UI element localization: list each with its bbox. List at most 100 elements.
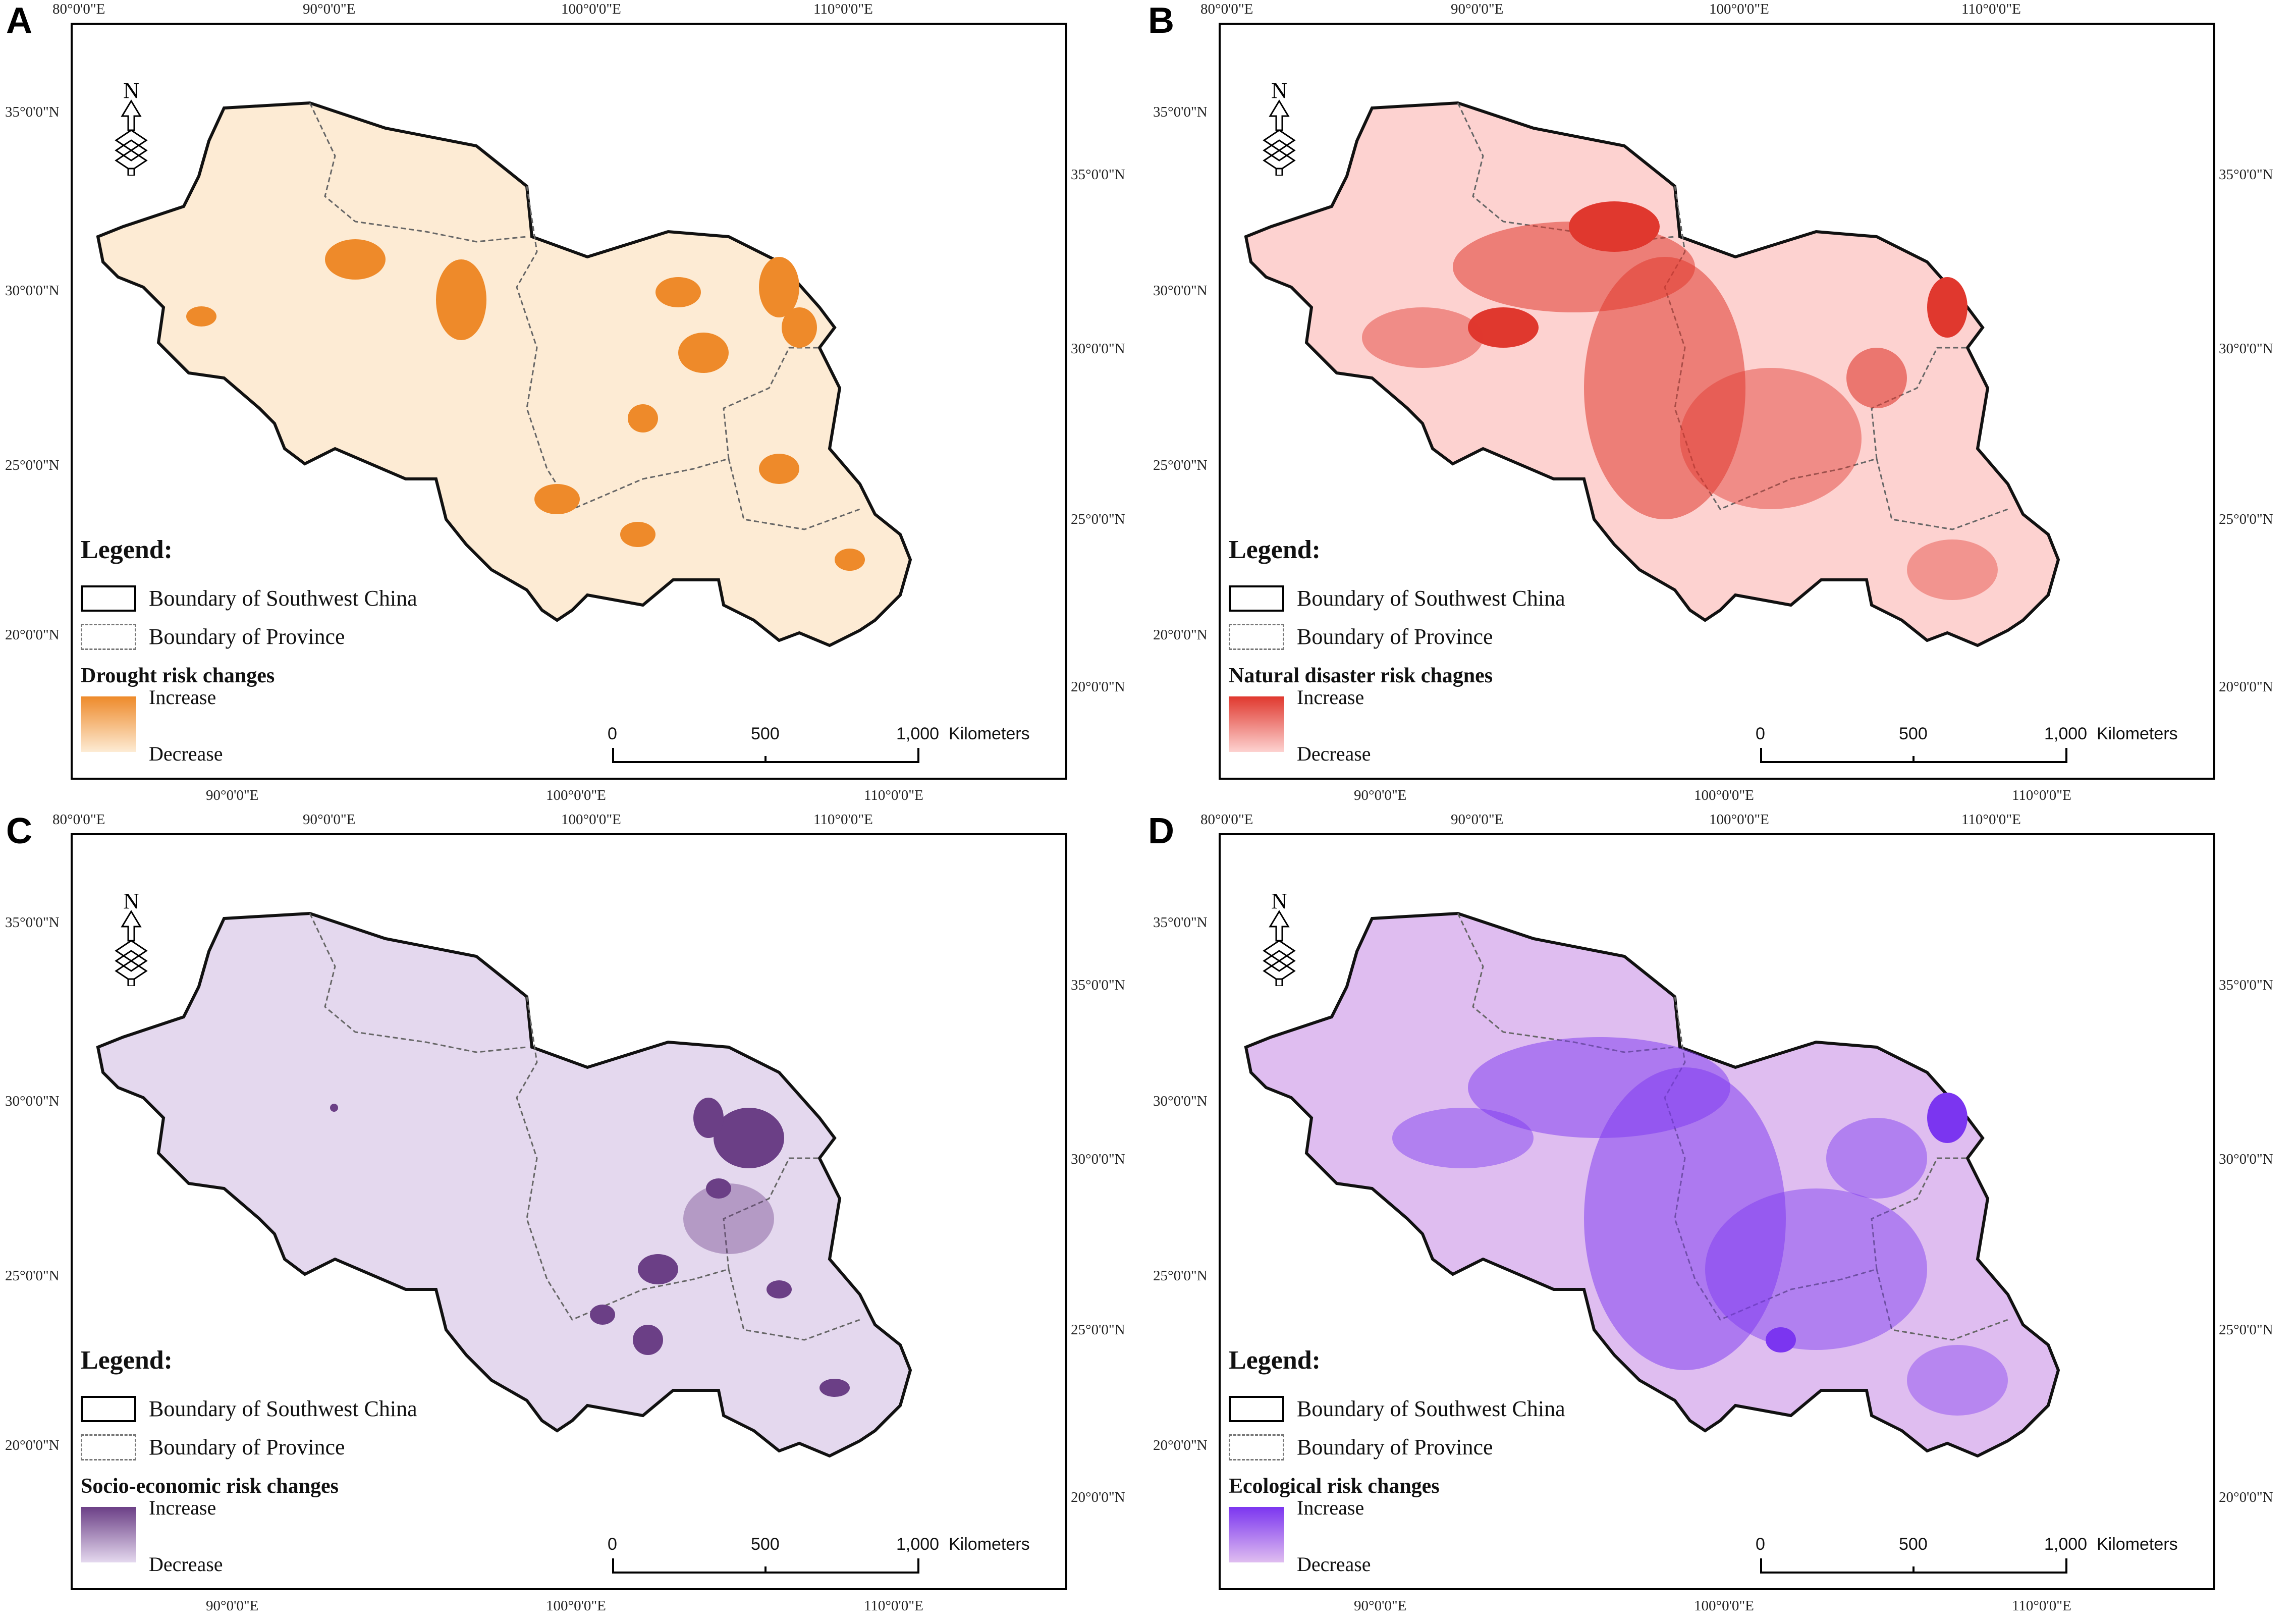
right-tick: 20°0'0"N: [2219, 1489, 2273, 1505]
bottom-tick: 100°0'0"E: [546, 1598, 606, 1614]
left-tick: 25°0'0"N: [1153, 457, 1208, 473]
legend-swatch-province-boundary: [81, 624, 136, 650]
top-tick: 110°0'0"E: [813, 1, 873, 17]
top-tick: 80°0'0"E: [52, 1, 105, 17]
right-tick: 35°0'0"N: [1071, 167, 1125, 183]
north-arrow-icon: N: [115, 890, 148, 986]
top-tick: 90°0'0"E: [303, 1, 356, 17]
ramp-label-decrease: Decrease: [149, 1553, 223, 1576]
scale-label-mid: 500: [751, 1535, 780, 1554]
legend-label-sw-boundary: Boundary of Southwest China: [149, 1396, 417, 1421]
left-tick: 30°0'0"N: [5, 283, 60, 299]
scale-label-unit: Kilometers: [2097, 724, 2178, 743]
top-tick: 80°0'0"E: [1200, 811, 1253, 828]
north-arrow-icon: N: [1263, 890, 1296, 986]
top-tick: 110°0'0"E: [1961, 811, 2021, 828]
left-tick: 30°0'0"N: [1153, 1093, 1208, 1109]
legend-swatch-sw-boundary: [1229, 585, 1284, 612]
legend-label-province-boundary: Boundary of Province: [149, 624, 345, 649]
top-tick: 90°0'0"E: [303, 811, 356, 828]
legend-title: Legend:: [1229, 1346, 1321, 1375]
left-tick: 35°0'0"N: [5, 104, 60, 120]
left-tick: 25°0'0"N: [5, 1268, 60, 1284]
southwest-china-region: [96, 911, 912, 1458]
top-tick: 80°0'0"E: [52, 811, 105, 828]
bottom-tick: 90°0'0"E: [1354, 1598, 1407, 1614]
province-boundary: [309, 102, 860, 530]
scale-label-zero: 0: [608, 1535, 617, 1554]
left-tick: 35°0'0"N: [5, 914, 60, 931]
scale-label-zero: 0: [1756, 1535, 1765, 1554]
ramp-label-increase: Increase: [1297, 686, 1364, 709]
top-tick: 100°0'0"E: [561, 811, 621, 828]
panel-letter: D: [1148, 811, 1174, 851]
ramp-title: Ecological risk changes: [1229, 1475, 1440, 1498]
legend-title: Legend:: [1229, 535, 1321, 564]
left-tick: 25°0'0"N: [5, 457, 60, 473]
north-arrow-icon: N: [1263, 80, 1296, 176]
top-tick: 100°0'0"E: [1709, 1, 1769, 17]
map-panel-c: C 80°0'0"E 90°0'0"E 100°0'0"E 110°0'0"E …: [0, 810, 1145, 1618]
panel-letter: A: [6, 1, 32, 41]
ramp-label-decrease: Decrease: [1297, 1553, 1371, 1576]
scale-bar: [1760, 1558, 2067, 1574]
svg-text:N: N: [1271, 890, 1287, 913]
top-tick: 110°0'0"E: [1961, 1, 2021, 17]
left-tick: 25°0'0"N: [1153, 1268, 1208, 1284]
bottom-tick: 100°0'0"E: [1694, 787, 1754, 803]
scale-label-end: 1,000: [896, 724, 940, 743]
legend-swatch-province-boundary: [1229, 624, 1284, 650]
map-frame: [1219, 23, 2215, 780]
scale-label-end: 1,000: [896, 1535, 940, 1554]
region-map: [96, 101, 912, 647]
ramp-label-decrease: Decrease: [1297, 742, 1371, 765]
legend-label-sw-boundary: Boundary of Southwest China: [149, 586, 417, 611]
color-ramp: [81, 696, 136, 752]
map-frame: [71, 23, 1067, 780]
right-tick: 35°0'0"N: [1071, 977, 1125, 993]
left-tick: 20°0'0"N: [5, 1437, 60, 1453]
left-tick: 35°0'0"N: [1153, 104, 1208, 120]
bottom-tick: 110°0'0"E: [864, 1598, 923, 1614]
map-panel-b: B 80°0'0"E 90°0'0"E 100°0'0"E 110°0'0"E …: [1148, 0, 2293, 807]
bottom-tick: 110°0'0"E: [2012, 1598, 2071, 1614]
right-tick: 35°0'0"N: [2219, 167, 2273, 183]
top-tick: 80°0'0"E: [1200, 1, 1253, 17]
bottom-tick: 110°0'0"E: [864, 787, 923, 803]
left-tick: 20°0'0"N: [5, 627, 60, 643]
legend-swatch-province-boundary: [81, 1434, 136, 1460]
scale-label-end: 1,000: [2044, 1535, 2088, 1554]
panel-letter: B: [1148, 1, 1174, 41]
map-frame: [1219, 833, 2215, 1590]
svg-text:N: N: [1271, 80, 1287, 103]
scale-label-zero: 0: [1756, 724, 1765, 743]
bottom-tick: 100°0'0"E: [546, 787, 606, 803]
scale-label-unit: Kilometers: [949, 724, 1030, 743]
left-tick: 30°0'0"N: [5, 1093, 60, 1109]
ramp-label-decrease: Decrease: [149, 742, 223, 765]
bottom-tick: 90°0'0"E: [206, 787, 259, 803]
bottom-tick: 110°0'0"E: [2012, 787, 2071, 803]
bottom-tick: 90°0'0"E: [1354, 787, 1407, 803]
region-map: [1244, 911, 2060, 1458]
legend-swatch-sw-boundary: [81, 1396, 136, 1422]
region-map: [96, 911, 912, 1458]
left-tick: 20°0'0"N: [1153, 1437, 1208, 1453]
right-tick: 35°0'0"N: [2219, 977, 2273, 993]
top-tick: 100°0'0"E: [561, 1, 621, 17]
map-panel-d: D 80°0'0"E 90°0'0"E 100°0'0"E 110°0'0"E …: [1148, 810, 2293, 1618]
ramp-title: Natural disaster risk chagnes: [1229, 664, 1493, 687]
legend-label-province-boundary: Boundary of Province: [149, 1435, 345, 1459]
ramp-label-increase: Increase: [149, 686, 216, 709]
scale-bar: [612, 1558, 919, 1574]
legend-label-sw-boundary: Boundary of Southwest China: [1297, 1396, 1565, 1421]
scale-label-unit: Kilometers: [949, 1535, 1030, 1554]
scale-label-zero: 0: [608, 724, 617, 743]
scale-bar: [1760, 748, 2067, 763]
left-tick: 35°0'0"N: [1153, 914, 1208, 931]
legend-swatch-sw-boundary: [81, 585, 136, 612]
top-tick: 100°0'0"E: [1709, 811, 1769, 828]
right-tick: 25°0'0"N: [1071, 1322, 1125, 1338]
legend-label-province-boundary: Boundary of Province: [1297, 624, 1493, 649]
svg-text:N: N: [123, 80, 139, 103]
